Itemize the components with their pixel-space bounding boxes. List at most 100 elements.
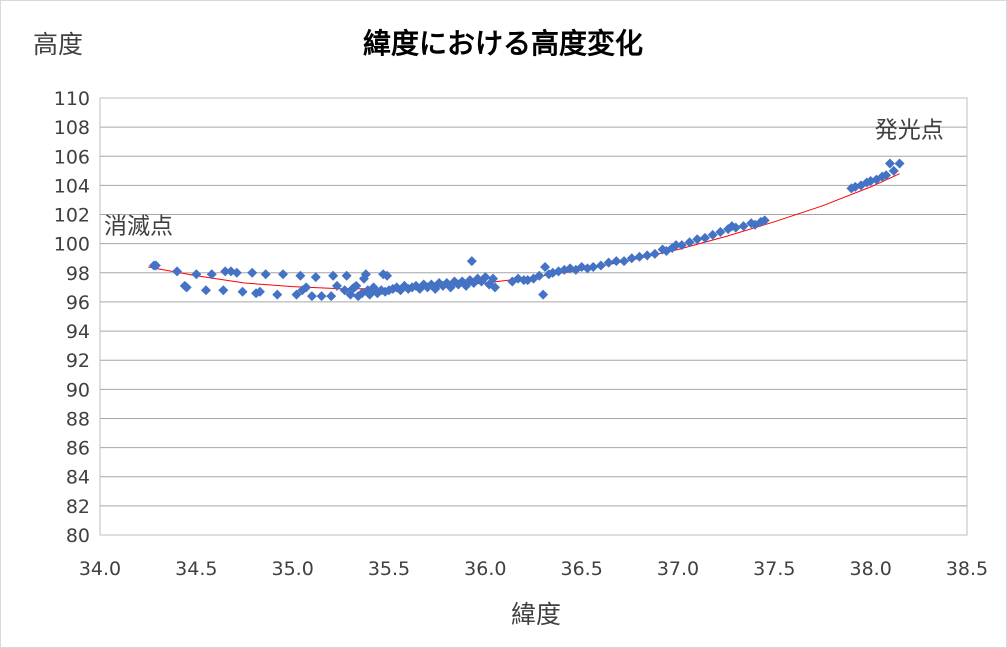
y-tick-label: 92: [66, 350, 90, 372]
data-point: [341, 270, 352, 281]
data-point: [200, 285, 211, 296]
y-tick-label: 106: [54, 146, 90, 168]
y-tick-label: 82: [66, 496, 90, 518]
data-point: [881, 170, 892, 181]
data-point: [894, 158, 905, 169]
x-axis-label: 緯度: [511, 600, 561, 629]
data-point: [671, 240, 682, 251]
annotation-extinction-point: 消滅点: [104, 213, 173, 239]
data-point: [220, 266, 231, 277]
data-point: [231, 267, 242, 278]
data-point: [306, 291, 317, 302]
data-point: [692, 234, 703, 245]
data-point: [534, 270, 545, 281]
plot-area-frame: [99, 97, 968, 536]
data-point: [382, 270, 393, 281]
data-point: [206, 269, 217, 280]
data-point: [707, 229, 718, 240]
y-tick-label: 100: [54, 234, 90, 256]
x-tick-label: 38.0: [850, 558, 892, 580]
data-point: [310, 272, 321, 283]
y-axis-ticks: 80 82 84 86 88 90 92 94 96 98 100 102 104 106 108 110: [54, 88, 90, 547]
annotation-emission-point: 発光点: [875, 117, 944, 143]
data-point: [316, 291, 327, 302]
data-point: [715, 227, 726, 238]
data-point: [150, 260, 161, 271]
data-point: [888, 165, 899, 176]
data-point: [634, 251, 645, 262]
x-tick-label: 34.0: [79, 558, 121, 580]
x-tick-label: 36.0: [464, 558, 506, 580]
x-tick-label: 34.5: [175, 558, 217, 580]
data-point: [181, 282, 192, 293]
data-point: [218, 285, 229, 296]
x-tick-label: 35.0: [272, 558, 314, 580]
y-tick-label: 104: [54, 175, 90, 197]
y-axis-label: 高度: [33, 30, 83, 59]
data-point: [328, 270, 339, 281]
x-tick-label: 37.5: [753, 558, 795, 580]
data-point: [884, 158, 895, 169]
y-tick-label: 90: [66, 379, 90, 401]
data-point: [626, 253, 637, 264]
data-point: [278, 269, 289, 280]
data-point: [595, 260, 606, 271]
x-tick-label: 37.0: [657, 558, 699, 580]
y-tick-label: 98: [66, 263, 90, 285]
x-axis-ticks: 34.0 34.5 35.0 35.5 36.0 36.5 37.0 37.5 38.0 38.5: [79, 558, 988, 580]
data-point: [619, 256, 630, 267]
data-point: [603, 257, 614, 268]
data-point: [642, 250, 653, 261]
data-point: [611, 256, 622, 267]
data-point: [339, 285, 350, 296]
data-point: [699, 232, 710, 243]
y-tick-label: 80: [66, 525, 90, 547]
y-tick-label: 108: [54, 117, 90, 139]
data-point: [295, 270, 306, 281]
data-point: [480, 272, 491, 283]
data-point: [301, 282, 312, 293]
data-point: [538, 289, 549, 300]
data-point: [272, 289, 283, 300]
data-point: [588, 261, 599, 272]
trendline: [148, 173, 900, 290]
data-point: [351, 280, 362, 291]
x-tick-label: 35.5: [368, 558, 410, 580]
y-tick-label: 88: [66, 408, 90, 430]
data-point: [360, 269, 371, 280]
data-point: [172, 266, 183, 277]
data-point: [326, 291, 337, 302]
data-point: [260, 269, 271, 280]
y-tick-label: 86: [66, 438, 90, 460]
data-point: [738, 221, 749, 232]
data-points: [148, 158, 905, 302]
data-point: [247, 267, 258, 278]
y-tick-label: 96: [66, 292, 90, 314]
data-point: [489, 282, 500, 293]
data-point: [540, 261, 551, 272]
data-point: [488, 273, 499, 284]
y-tick-label: 102: [54, 205, 90, 227]
y-tick-label: 84: [66, 467, 90, 489]
data-point: [237, 286, 248, 297]
data-point: [254, 286, 265, 297]
x-tick-label: 36.5: [561, 558, 603, 580]
data-point: [466, 256, 477, 267]
y-tick-label: 94: [66, 321, 90, 343]
data-point: [684, 237, 695, 248]
data-point: [291, 289, 302, 300]
y-tick-label: 110: [54, 88, 90, 110]
data-point: [331, 280, 342, 291]
gridlines: [100, 97, 967, 536]
x-tick-label: 38.5: [946, 558, 988, 580]
trendline-layer: [148, 173, 900, 290]
data-point: [191, 269, 202, 280]
data-point: [730, 222, 741, 233]
data-point: [676, 240, 687, 251]
data-point: [649, 248, 660, 259]
data-point: [759, 215, 770, 226]
chart-title: 緯度における高度変化: [363, 27, 643, 60]
